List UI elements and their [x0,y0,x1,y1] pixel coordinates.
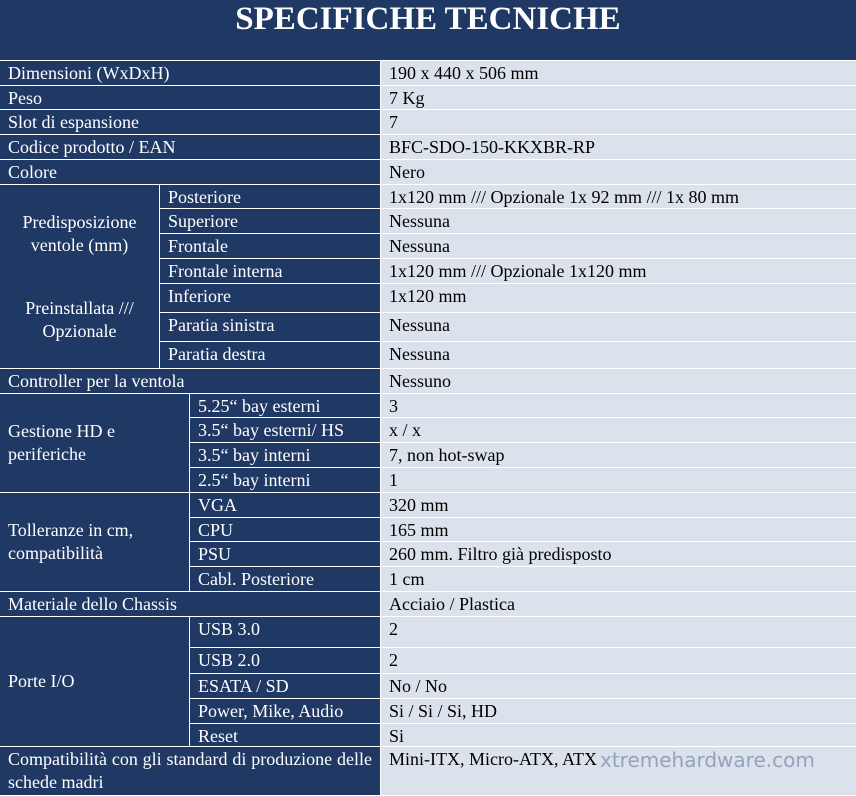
label: Peso [0,86,380,109]
sub-label: Superiore [160,209,380,233]
sub-label: 3.5“ bay esterni/ HS [190,418,380,442]
value: 320 mm [381,493,856,517]
label: Dimensioni (WxDxH) [0,61,380,85]
group-label: Porte I/O [0,617,189,746]
sub-label: Inferiore [160,284,380,312]
sub-label: 2.5“ bay interni [190,468,380,492]
label: Controller per la ventola [0,369,380,393]
value: 1x120 mm /// Opzionale 1x120 mm [381,259,856,283]
group-label: Tolleranze in cm, compatibilità [0,493,189,591]
value: 7 [381,110,856,134]
value: Nessuna [381,313,856,341]
value: 165 mm [381,518,856,541]
value: Si / Si / Si, HD [381,699,856,723]
value: 2 [381,617,856,647]
sub-label: 3.5“ bay interni [190,443,380,467]
group-label-text: Predisposizione ventole (mm) [22,211,137,255]
group-label-text: Porte I/O [8,671,75,691]
value: 1 cm [381,567,856,591]
sub-label: Power, Mike, Audio [190,699,380,723]
value: 1x120 mm /// Opzionale 1x 92 mm /// 1x 8… [381,185,856,208]
sub-label: ESATA / SD [190,674,380,698]
value: Nessuna [381,342,856,368]
value: Nessuno [381,369,856,393]
value: Mini-ITX, Micro-ATX, ATX [381,747,856,795]
group-label: Predisposizione ventole (mm) Preinstallat… [0,185,159,368]
value: Nessuna [381,234,856,258]
watermark: xtremehardware.com [600,748,815,772]
value: Nero [381,160,856,184]
sub-label: CPU [190,518,380,541]
label: Materiale dello Chassis [0,592,380,616]
value: 1 [381,468,856,492]
value: Nessuna [381,209,856,233]
label: Slot di espansione [0,110,380,134]
value: 1x120 mm [381,284,856,312]
label: Codice prodotto / EAN [0,135,380,159]
value: 190 x 440 x 506 mm [381,61,856,85]
sub-label: Paratia sinistra [160,313,380,341]
label: Compatibilità con gli standard di produz… [0,747,380,795]
sub-label: Paratia destra [160,342,380,368]
value: x / x [381,418,856,442]
value: No / No [381,674,856,698]
group-label: Gestione HD e periferiche [0,394,189,492]
group-label-text: Tolleranze in cm, compatibilità [8,520,134,563]
sub-label: VGA [190,493,380,517]
sub-label: Reset [190,724,380,746]
sub-label: Cabl. Posteriore [190,567,380,591]
value: 2 [381,648,856,673]
value: 7 Kg [381,86,856,109]
group-label-text: Gestione HD e periferiche [8,421,115,464]
sub-label: 5.25“ bay esterni [190,394,380,417]
value: 3 [381,394,856,417]
value: BFC-SDO-150-KKXBR-RP [381,135,856,159]
sub-label: Frontale interna [160,259,380,283]
group-label-text: Preinstallata /// Opzionale [25,297,134,341]
value: 260 mm. Filtro già predisposto [381,542,856,566]
value: Acciaio / Plastica [381,592,856,616]
label: Colore [0,160,380,184]
value: Si [381,724,856,746]
sub-label: USB 2.0 [190,648,380,673]
sub-label: Frontale [160,234,380,258]
sub-label: PSU [190,542,380,566]
sub-label: Posteriore [160,185,380,208]
value: 7, non hot-swap [381,443,856,467]
title: SPECIFICHE TECNICHE [0,0,856,60]
sub-label: USB 3.0 [190,617,380,647]
